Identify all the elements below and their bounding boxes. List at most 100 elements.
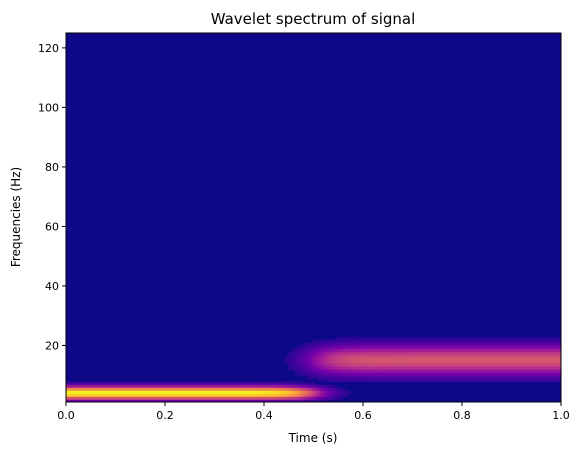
- heatmap-cell: [462, 372, 466, 377]
- heatmap-cell: [477, 369, 481, 374]
- heatmap-cell: [525, 360, 529, 365]
- heatmap-cell: [156, 384, 160, 389]
- heatmap-cell: [441, 342, 445, 347]
- heatmap-cell: [387, 363, 391, 368]
- heatmap-cell: [453, 342, 457, 347]
- heatmap-cell: [246, 381, 250, 386]
- heatmap-cell: [381, 378, 385, 383]
- heatmap-cell: [186, 399, 190, 403]
- heatmap-cell: [318, 357, 322, 362]
- heatmap-cell: [312, 369, 316, 374]
- heatmap-cell: [159, 399, 163, 403]
- heatmap-cell: [456, 348, 460, 353]
- heatmap-cell: [384, 372, 388, 377]
- heatmap-cell: [192, 399, 196, 403]
- heatmap-cell: [417, 345, 421, 350]
- heatmap-cell: [513, 354, 517, 359]
- heatmap-cell: [153, 387, 157, 392]
- heatmap-cell: [249, 384, 253, 389]
- heatmap-cell: [366, 357, 370, 362]
- heatmap-cell: [546, 360, 550, 365]
- heatmap-cell: [150, 390, 154, 395]
- heatmap-cell: [324, 387, 328, 392]
- heatmap-cell: [165, 393, 169, 398]
- heatmap-cell: [387, 375, 391, 380]
- heatmap-cell: [531, 378, 535, 383]
- heatmap-cell: [534, 360, 538, 365]
- heatmap-cell: [336, 348, 340, 353]
- heatmap-cell: [558, 363, 562, 368]
- heatmap-cell: [450, 339, 454, 344]
- heatmap-cell: [159, 393, 163, 398]
- heatmap-cell: [489, 363, 493, 368]
- x-axis-label: Time (s): [288, 431, 338, 445]
- heatmap-cell: [87, 396, 91, 401]
- heatmap-cell: [468, 342, 472, 347]
- heatmap-cell: [378, 366, 382, 371]
- heatmap-cell: [72, 387, 76, 392]
- heatmap-cell: [318, 351, 322, 356]
- heatmap-cell: [288, 396, 292, 401]
- heatmap-cell: [306, 399, 310, 403]
- heatmap-cell: [459, 354, 463, 359]
- heatmap-cell: [237, 399, 241, 403]
- heatmap-cell: [363, 378, 367, 383]
- heatmap-cell: [507, 348, 511, 353]
- heatmap-cell: [540, 360, 544, 365]
- heatmap-cell: [330, 357, 334, 362]
- heatmap-cell: [543, 354, 547, 359]
- heatmap-cell: [381, 369, 385, 374]
- heatmap-cell: [507, 375, 511, 380]
- heatmap-cell: [453, 348, 457, 353]
- heatmap-cell: [288, 393, 292, 398]
- heatmap-cell: [555, 345, 559, 350]
- heatmap-cell: [420, 378, 424, 383]
- heatmap-cell: [192, 396, 196, 401]
- heatmap-cell: [132, 396, 136, 401]
- heatmap-cell: [246, 393, 250, 398]
- heatmap-cell: [558, 339, 562, 344]
- heatmap-cell: [537, 342, 541, 347]
- heatmap-cell: [480, 378, 484, 383]
- heatmap-cell: [513, 375, 517, 380]
- heatmap-cell: [348, 345, 352, 350]
- heatmap-cell: [432, 345, 436, 350]
- heatmap-cell: [372, 372, 376, 377]
- heatmap-cell: [327, 339, 331, 344]
- heatmap-cell: [510, 354, 514, 359]
- heatmap-cell: [558, 342, 562, 347]
- heatmap-cell: [546, 357, 550, 362]
- heatmap-cell: [93, 399, 97, 403]
- heatmap-cell: [495, 342, 499, 347]
- heatmap-cell: [90, 384, 94, 389]
- heatmap-cell: [228, 390, 232, 395]
- heatmap-cell: [390, 339, 394, 344]
- heatmap-cell: [522, 372, 526, 377]
- heatmap-cell: [336, 387, 340, 392]
- heatmap-cell: [135, 393, 139, 398]
- heatmap-cell: [486, 354, 490, 359]
- heatmap-cell: [99, 384, 103, 389]
- heatmap-cell: [348, 378, 352, 383]
- heatmap-cell: [423, 351, 427, 356]
- heatmap-cell: [450, 342, 454, 347]
- heatmap-cell: [540, 378, 544, 383]
- heatmap-cell: [216, 381, 220, 386]
- heatmap-cell: [231, 399, 235, 403]
- heatmap-cell: [249, 381, 253, 386]
- y-tick-label: 80: [45, 161, 59, 174]
- heatmap-cell: [96, 390, 100, 395]
- heatmap-cell: [336, 372, 340, 377]
- heatmap-cell: [417, 360, 421, 365]
- heatmap-cell: [498, 369, 502, 374]
- heatmap-cell: [300, 396, 304, 401]
- heatmap-cell: [354, 357, 358, 362]
- heatmap-cell: [243, 381, 247, 386]
- heatmap-cell: [411, 366, 415, 371]
- heatmap-cell: [180, 387, 184, 392]
- heatmap-cell: [498, 378, 502, 383]
- heatmap-cell: [363, 357, 367, 362]
- heatmap-cell: [315, 354, 319, 359]
- heatmap-cell: [321, 384, 325, 389]
- heatmap-cell: [438, 357, 442, 362]
